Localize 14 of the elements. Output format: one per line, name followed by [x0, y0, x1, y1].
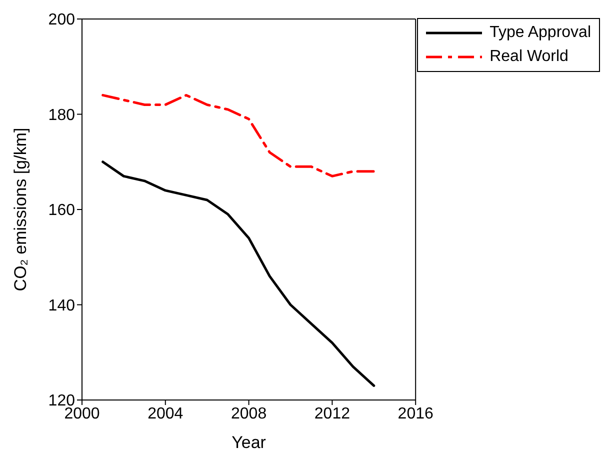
y-tick-label: 200: [48, 12, 76, 29]
y-tick-label: 180: [48, 106, 76, 124]
legend-label: Type Approval: [490, 23, 591, 43]
x-tick-label: 2008: [231, 405, 267, 422]
x-tick-label: 2004: [148, 405, 184, 422]
x-tick-label: 2012: [314, 405, 350, 422]
y-tick-label: 140: [48, 297, 76, 314]
y-tick-label: 160: [48, 202, 76, 220]
y-axis-title: CO₂ emissions [g/km]: [11, 128, 30, 292]
x-tick-label: 2016: [398, 405, 434, 422]
line-series: [102, 94, 376, 178]
x-axis-title: Year: [232, 433, 266, 452]
line-series: [102, 160, 376, 387]
legend-label: Real World: [490, 47, 568, 67]
